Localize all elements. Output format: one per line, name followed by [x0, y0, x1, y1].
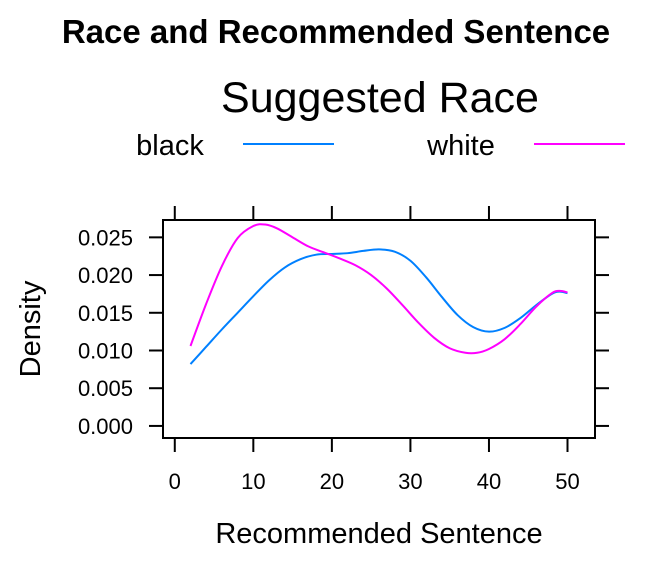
y-axis-label: Density: [15, 280, 47, 377]
x-tick-label: 40: [477, 469, 501, 494]
x-axis: 0 10 20 30 40 50: [169, 438, 580, 494]
plot-frame: [162, 219, 596, 439]
x-axis-top-ticks: [173, 206, 569, 220]
x-tick-label: 20: [320, 469, 344, 494]
legend-label-white: white: [426, 130, 495, 162]
series-layer: [189, 223, 568, 365]
legend: Suggested Race black white: [136, 74, 625, 162]
series-line-white: [189, 223, 568, 355]
y-tick-label: 0.000: [78, 414, 133, 439]
y-tick-label: 0.020: [78, 263, 133, 288]
legend-label-black: black: [136, 130, 204, 162]
y-axis: 0.000 0.005 0.010 0.015 0.020 0.025: [78, 225, 163, 439]
y-axis-right-ticks: [595, 236, 609, 427]
y-tick-label: 0.010: [78, 338, 133, 363]
x-axis-label: Recommended Sentence: [215, 518, 542, 550]
y-tick-label: 0.015: [78, 301, 133, 326]
series-line-black: [189, 248, 568, 365]
legend-title: Suggested Race: [221, 74, 539, 122]
x-tick-label: 0: [169, 469, 181, 494]
chart-title: Race and Recommended Sentence: [62, 13, 610, 50]
y-tick-label: 0.025: [78, 225, 133, 250]
x-tick-label: 50: [555, 469, 579, 494]
y-tick-label: 0.005: [78, 376, 133, 401]
x-tick-label: 10: [241, 469, 265, 494]
x-tick-label: 30: [398, 469, 422, 494]
